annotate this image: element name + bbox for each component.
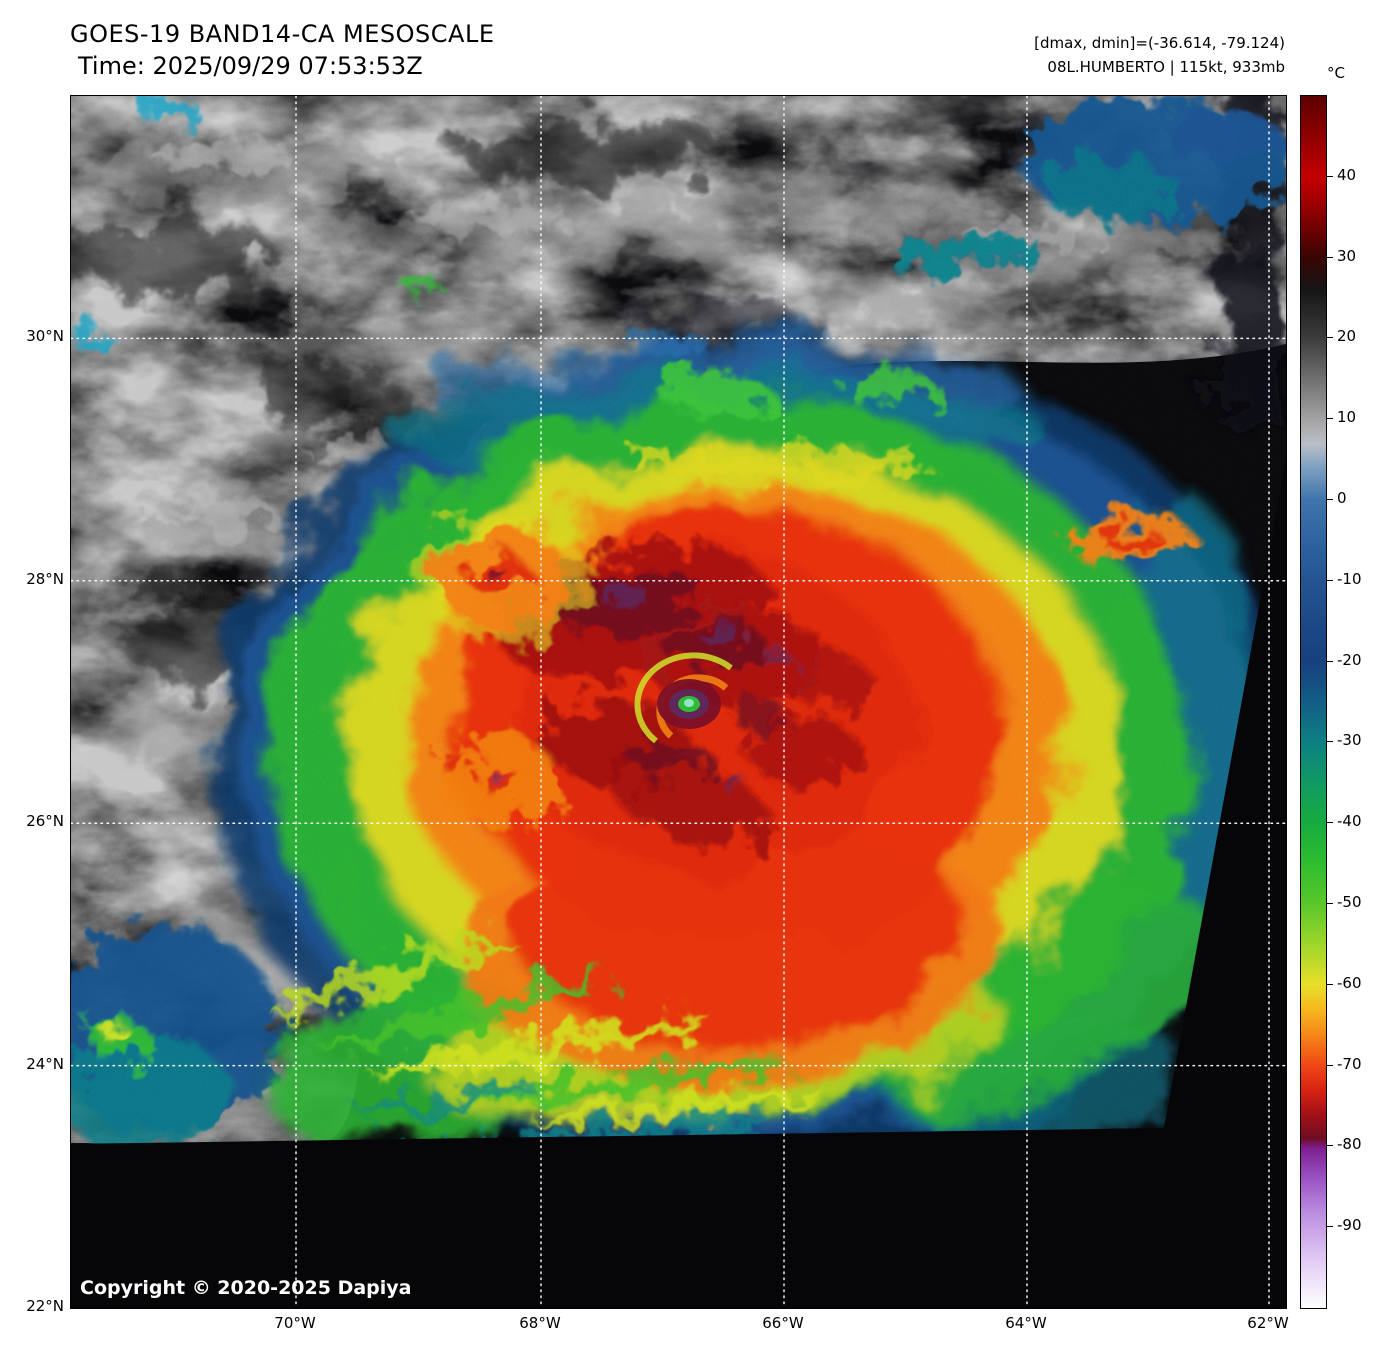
colorbar-tick-mark (1327, 256, 1333, 258)
sensor-grain-texture (71, 96, 1286, 1308)
colorbar-tick-label: -30 (1337, 731, 1362, 750)
lon-tick-label: 70°W (274, 1314, 316, 1332)
colorbar-tick-label: -20 (1337, 650, 1362, 669)
colorbar-tick-label: -10 (1337, 569, 1362, 588)
colorbar-tick-mark (1327, 175, 1333, 177)
colorbar-tick-mark (1327, 337, 1333, 339)
colorbar-tick-label: 30 (1337, 246, 1357, 265)
colorbar-tick-mark (1327, 1226, 1333, 1228)
colorbar-tick-label: 10 (1337, 408, 1357, 427)
lat-tick-label: 24°N (26, 1054, 64, 1073)
colorbar-tick-mark (1327, 983, 1333, 985)
colorbar-tick-label: 40 (1337, 165, 1357, 184)
colorbar-tick-label: 20 (1337, 327, 1357, 346)
colorbar-tick-mark (1327, 660, 1333, 662)
colorbar-tick-label: -40 (1337, 812, 1362, 831)
temperature-colorbar (1300, 95, 1327, 1309)
lat-tick-label: 30°N (26, 327, 64, 346)
colorbar-tick-mark (1327, 822, 1333, 824)
colorbar-tick-mark (1327, 499, 1333, 500)
colorbar-tick-label: -70 (1337, 1054, 1362, 1073)
lon-tick-label: 62°W (1247, 1314, 1289, 1332)
dmax-dmin-readout: [dmax, dmin]=(-36.614, -79.124) (1034, 34, 1285, 52)
colorbar-tick-label: -80 (1337, 1135, 1362, 1154)
colorbar-unit-label: °C (1327, 64, 1345, 82)
satellite-map: Copyright © 2020-2025 Dapiya (70, 95, 1287, 1309)
lon-tick-label: 68°W (519, 1314, 561, 1332)
lat-tick-label: 26°N (26, 812, 64, 831)
storm-info: 08L.HUMBERTO | 115kt, 933mb (1047, 58, 1285, 76)
colorbar-tick-mark (1327, 903, 1333, 904)
colorbar-tick-mark (1327, 741, 1333, 743)
plot-title: GOES-19 BAND14-CA MESOSCALE (70, 20, 495, 48)
colorbar-tick-mark (1327, 579, 1333, 581)
colorbar-tick-label: -60 (1337, 973, 1362, 992)
colorbar-tick-label: 0 (1337, 489, 1347, 507)
lat-tick-label: 22°N (26, 1297, 64, 1315)
colorbar-tick-label: -90 (1337, 1216, 1362, 1235)
plot-timestamp: Time: 2025/09/29 07:53:53Z (78, 52, 423, 80)
lon-tick-label: 64°W (1005, 1314, 1047, 1332)
colorbar-tick-label: -50 (1337, 893, 1362, 911)
colorbar-tick-mark (1327, 1064, 1333, 1066)
satellite-image (71, 96, 1286, 1308)
graticule-gridlines (71, 96, 1286, 1308)
colorbar-tick-mark (1327, 1145, 1333, 1147)
copyright-text: Copyright © 2020-2025 Dapiya (80, 1277, 412, 1299)
no-data-region (71, 458, 1286, 1308)
lat-tick-label: 28°N (26, 569, 64, 588)
lon-tick-label: 66°W (762, 1314, 804, 1332)
colorbar-tick-mark (1327, 418, 1333, 420)
